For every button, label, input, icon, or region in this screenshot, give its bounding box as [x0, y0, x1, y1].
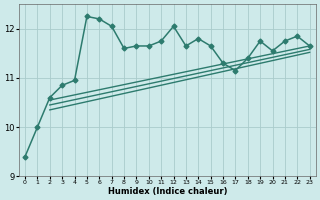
- X-axis label: Humidex (Indice chaleur): Humidex (Indice chaleur): [108, 187, 227, 196]
